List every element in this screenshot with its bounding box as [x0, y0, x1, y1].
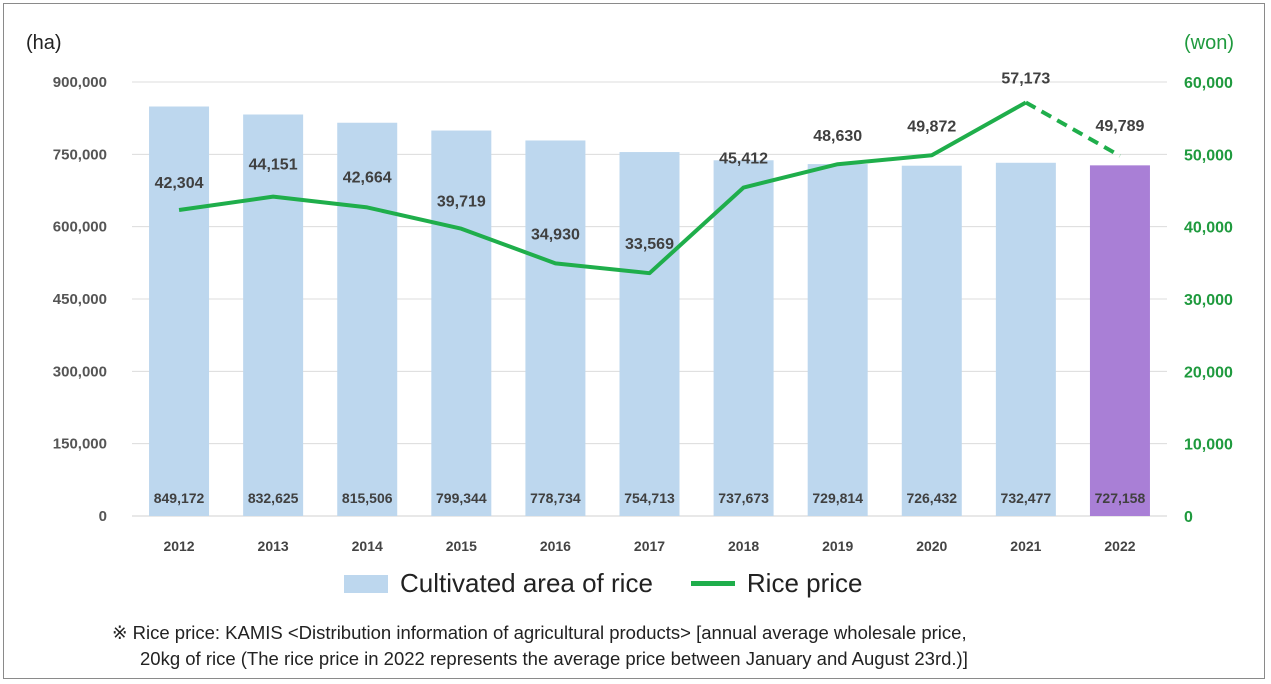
bar-value-label: 726,432 — [906, 490, 957, 506]
bar-value-label: 727,158 — [1095, 490, 1146, 506]
y-right-tick-label: 50,000 — [1184, 147, 1233, 164]
price-value-label: 49,789 — [1095, 118, 1144, 135]
bar — [337, 122, 398, 517]
price-line-dashed — [1024, 100, 1121, 158]
y-left-tick-label: 300,000 — [53, 363, 107, 380]
x-tick-label: 2014 — [352, 538, 383, 554]
price-line-solid — [178, 100, 1027, 276]
bar-value-label: 778,734 — [530, 490, 581, 506]
x-tick-label: 2016 — [540, 538, 571, 554]
y-right-tick-label: 20,000 — [1184, 364, 1233, 381]
legend-label-price: Rice price — [746, 568, 863, 598]
price-value-label: 42,664 — [343, 169, 392, 186]
source-note: ※ Rice price: KAMIS <Distribution inform… — [112, 620, 1242, 672]
price-value-label: 33,569 — [625, 236, 674, 253]
bar — [525, 140, 586, 516]
bar — [995, 162, 1056, 516]
x-tick-label: 2015 — [446, 538, 477, 554]
y-left-tick-label: 750,000 — [53, 146, 107, 163]
bar — [619, 152, 680, 517]
bar — [713, 160, 774, 516]
x-tick-label: 2021 — [1010, 538, 1041, 554]
x-tick-label: 2013 — [258, 538, 289, 554]
y-right-unit: (won) — [1184, 32, 1234, 54]
source-note-line2: 20kg of rice (The rice price in 2022 rep… — [140, 648, 968, 669]
price-value-label: 34,930 — [531, 226, 580, 243]
price-value-label: 49,872 — [907, 118, 956, 135]
bar — [1089, 165, 1150, 516]
y-left-unit: (ha) — [26, 32, 62, 54]
legend-swatch-price — [690, 581, 735, 586]
legend-item-area: Cultivated area of rice — [344, 568, 653, 599]
x-tick-label: 2018 — [728, 538, 759, 554]
x-tick-label: 2017 — [634, 538, 665, 554]
bar — [149, 106, 210, 517]
bar-value-label: 799,344 — [436, 490, 487, 506]
legend-label-area: Cultivated area of rice — [400, 568, 653, 598]
bar — [243, 114, 304, 517]
bar-value-label: 732,477 — [1001, 490, 1052, 506]
x-tick-label: 2022 — [1104, 538, 1135, 554]
price-value-label: 44,151 — [249, 157, 298, 174]
x-tick-label: 2020 — [916, 538, 947, 554]
price-value-label: 42,304 — [155, 175, 204, 192]
bar — [901, 165, 962, 516]
y-left-tick-label: 900,000 — [53, 74, 107, 91]
bar — [807, 164, 868, 516]
y-left-tick-label: 0 — [99, 508, 107, 525]
y-left-tick-label: 150,000 — [53, 436, 107, 453]
legend-swatch-area — [344, 574, 388, 593]
price-value-label: 39,719 — [437, 194, 486, 211]
bar-value-label: 754,713 — [624, 490, 675, 506]
bar — [431, 130, 492, 516]
combo-chart: 0 150,000 300,000 450,000 600,000 750,000 900,… — [26, 32, 1234, 554]
legend: Cultivated area of rice Rice price — [344, 568, 901, 599]
y-right-tick-label: 60,000 — [1184, 75, 1233, 92]
chart-frame: 0 150,000 300,000 450,000 600,000 750,000 900,… — [3, 3, 1265, 679]
y-left-tick-label: 450,000 — [53, 291, 107, 308]
price-value-label: 45,412 — [719, 151, 768, 168]
bar-value-label: 737,673 — [718, 490, 769, 506]
bar-value-label: 849,172 — [154, 490, 205, 506]
y-right-tick-label: 0 — [1184, 509, 1193, 526]
source-note-line1: ※ Rice price: KAMIS <Distribution inform… — [112, 622, 967, 643]
x-tick-label: 2012 — [163, 538, 194, 554]
y-right-tick-label: 10,000 — [1184, 437, 1233, 454]
y-right-tick-label: 30,000 — [1184, 292, 1233, 309]
price-value-label: 48,630 — [813, 128, 862, 145]
y-left-tick-label: 600,000 — [53, 219, 107, 236]
bar-value-label: 815,506 — [342, 490, 393, 506]
legend-item-price: Rice price — [690, 568, 863, 599]
price-value-label: 57,173 — [1001, 70, 1050, 87]
x-tick-label: 2019 — [822, 538, 853, 554]
y-right-tick-label: 40,000 — [1184, 220, 1233, 237]
bar-value-label: 832,625 — [248, 490, 299, 506]
bar-value-label: 729,814 — [812, 490, 863, 506]
